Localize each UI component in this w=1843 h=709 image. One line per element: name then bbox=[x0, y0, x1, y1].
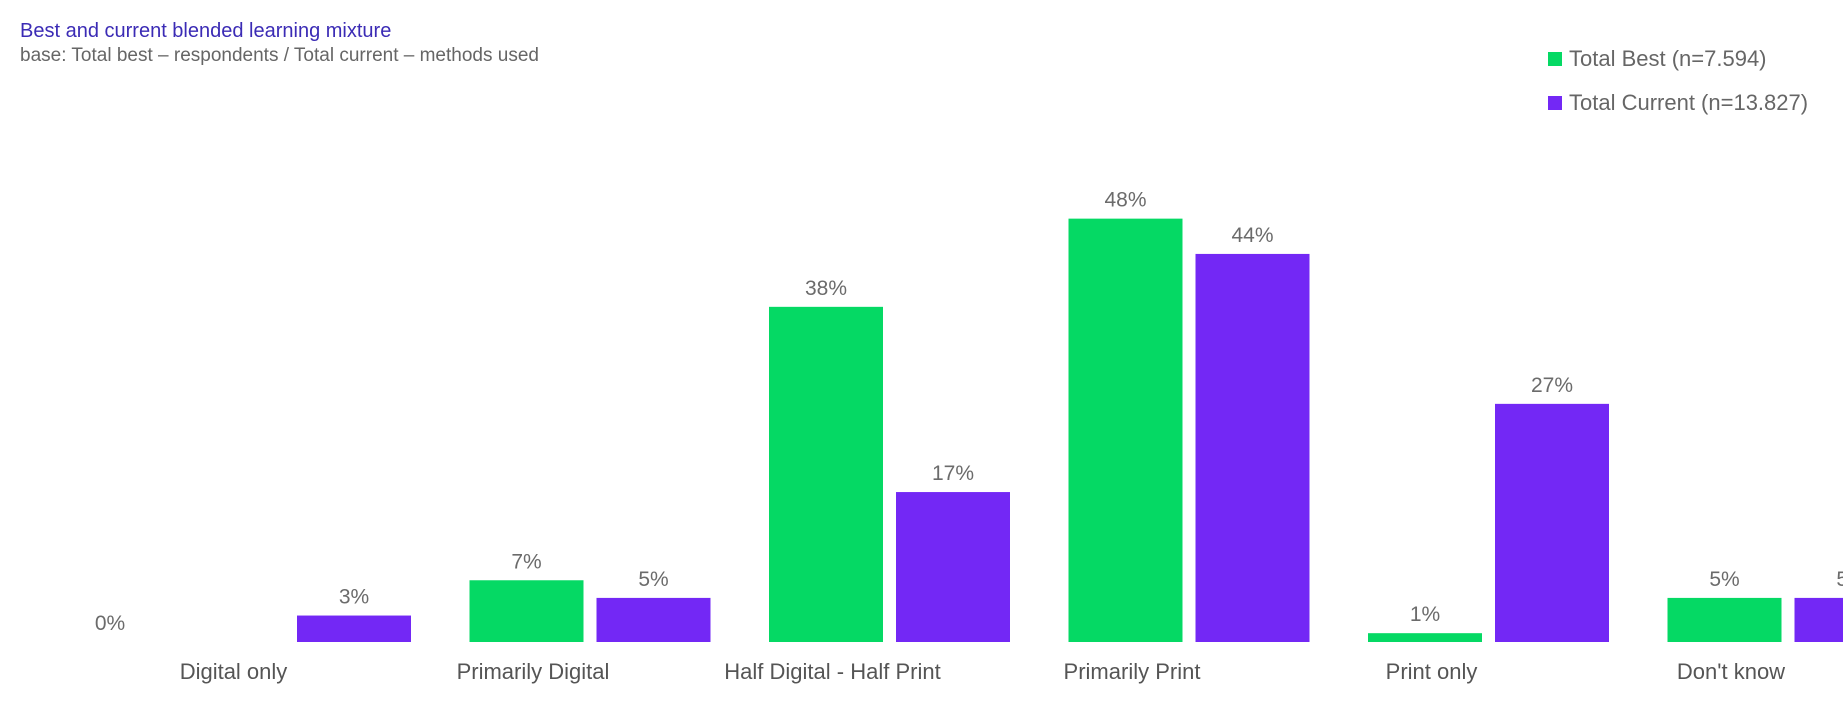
data-label-total-best-don-t-know: 5% bbox=[1709, 568, 1739, 591]
data-label-total-current-digital-only: 3% bbox=[339, 586, 369, 609]
data-label-total-best-half-digital-half-print: 38% bbox=[805, 277, 847, 300]
data-label-total-best-primarily-digital: 7% bbox=[511, 550, 541, 573]
data-label-total-current-print-only: 27% bbox=[1531, 374, 1573, 397]
bar-total-best-half-digital-half-print bbox=[769, 306, 883, 642]
data-label-total-current-don-t-know: 5% bbox=[1836, 568, 1843, 591]
data-label-total-best-print-only: 1% bbox=[1410, 603, 1440, 626]
bar-total-current-digital-only bbox=[297, 615, 411, 642]
bar-total-current-print-only bbox=[1495, 403, 1609, 642]
bar-total-current-primarily-digital bbox=[596, 597, 711, 642]
data-label-total-current-primarily-print: 44% bbox=[1231, 224, 1273, 247]
data-label-total-current-primarily-digital: 5% bbox=[638, 568, 668, 591]
bar-total-current-half-digital-half-print bbox=[896, 492, 1010, 642]
bar-total-best-don-t-know bbox=[1667, 597, 1782, 642]
legend-item-total-best: Total Best (n=7.594) bbox=[1548, 46, 1808, 72]
legend-label-total-current: Total Current (n=13.827) bbox=[1569, 90, 1809, 115]
bar-total-current-don-t-know bbox=[1794, 597, 1843, 642]
legend: Total Best (n=7.594) Total Current (n=13… bbox=[1548, 46, 1808, 134]
category-label-don-t-know: Don't know bbox=[1677, 659, 1785, 684]
category-label-digital-only: Digital only bbox=[180, 659, 288, 684]
category-label-print-only: Print only bbox=[1386, 659, 1478, 684]
bar-total-current-primarily-print bbox=[1195, 253, 1310, 643]
legend-swatch-total-current bbox=[1548, 96, 1562, 110]
chart-subtitle: base: Total best – respondents / Total c… bbox=[20, 45, 539, 66]
bar-total-best-primarily-print bbox=[1068, 218, 1183, 642]
bar-total-best-primarily-digital bbox=[469, 580, 584, 642]
data-label-total-best-primarily-print: 48% bbox=[1104, 189, 1146, 212]
legend-swatch-total-best bbox=[1548, 52, 1562, 66]
legend-item-total-current: Total Current (n=13.827) bbox=[1548, 90, 1808, 116]
legend-label-total-best: Total Best (n=7.594) bbox=[1569, 46, 1767, 71]
category-label-primarily-print: Primarily Print bbox=[1064, 659, 1201, 684]
data-label-total-current-half-digital-half-print: 17% bbox=[932, 462, 974, 485]
bar-total-best-print-only bbox=[1368, 633, 1482, 642]
chart-title: Best and current blended learning mixtur… bbox=[20, 20, 392, 42]
category-label-half-digital-half-print: Half Digital - Half Print bbox=[724, 659, 940, 684]
data-label-total-best-digital-only: 0% bbox=[95, 612, 125, 635]
category-label-primarily-digital: Primarily Digital bbox=[457, 659, 610, 684]
